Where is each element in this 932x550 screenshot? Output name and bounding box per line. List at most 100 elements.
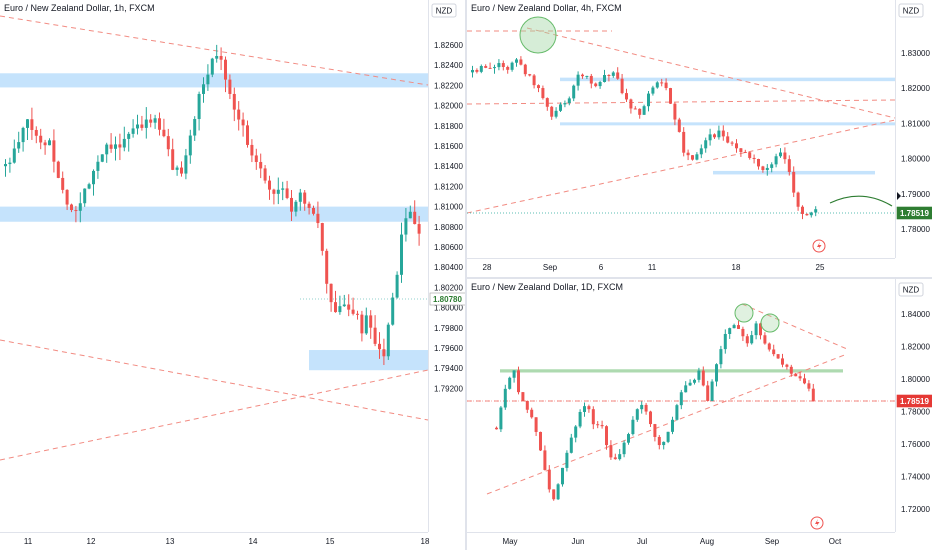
candle[interactable]	[565, 450, 569, 472]
candle[interactable]	[21, 126, 25, 152]
candle[interactable]	[92, 169, 95, 196]
candle[interactable]	[495, 426, 498, 430]
candle[interactable]	[197, 91, 201, 131]
chart-pane-1h[interactable]: NZD 1.82600 1.82400 1.82200 1.82000 1.81800 1.…	[0, 0, 465, 550]
candle[interactable]	[539, 431, 542, 452]
candle[interactable]	[706, 380, 710, 402]
candle[interactable]	[664, 78, 668, 91]
candle[interactable]	[618, 449, 622, 461]
candle[interactable]	[219, 47, 223, 71]
candle[interactable]	[338, 295, 342, 315]
candle[interactable]	[693, 378, 696, 385]
candle[interactable]	[660, 78, 664, 87]
candle[interactable]	[493, 64, 496, 74]
candle[interactable]	[400, 222, 403, 283]
candle[interactable]	[475, 68, 479, 74]
candle[interactable]	[741, 326, 745, 342]
candle[interactable]	[807, 380, 811, 392]
candle[interactable]	[543, 445, 547, 471]
candle[interactable]	[781, 353, 784, 368]
candle[interactable]	[136, 114, 139, 135]
candle[interactable]	[598, 80, 602, 89]
candle[interactable]	[638, 108, 642, 119]
candle[interactable]	[17, 131, 21, 153]
candle[interactable]	[254, 148, 258, 170]
candle[interactable]	[635, 408, 639, 422]
candle[interactable]	[298, 188, 302, 211]
candle[interactable]	[329, 283, 333, 312]
candle[interactable]	[673, 102, 677, 126]
candle[interactable]	[395, 271, 399, 299]
candle[interactable]	[763, 332, 767, 345]
candle[interactable]	[620, 73, 624, 95]
candle[interactable]	[684, 381, 688, 393]
candle[interactable]	[87, 182, 91, 190]
candle[interactable]	[83, 188, 87, 207]
candle[interactable]	[591, 406, 595, 430]
candle[interactable]	[686, 149, 690, 161]
candle[interactable]	[622, 440, 626, 458]
candle[interactable]	[184, 148, 188, 180]
candle[interactable]	[605, 425, 608, 450]
trendline[interactable]	[0, 369, 429, 461]
candle[interactable]	[728, 327, 732, 339]
chart-pane-1d[interactable]: NZD 1.84000 1.82000 1.80000 1.78000 1.76000 1.…	[467, 279, 932, 550]
candle[interactable]	[600, 420, 604, 429]
candle[interactable]	[100, 154, 104, 163]
candle[interactable]	[759, 322, 762, 340]
candle[interactable]	[814, 206, 818, 217]
candle[interactable]	[603, 69, 606, 83]
candle[interactable]	[228, 74, 232, 100]
candle[interactable]	[547, 465, 551, 493]
trendline[interactable]	[526, 27, 896, 119]
zone-rectangle[interactable]	[309, 350, 428, 371]
candle[interactable]	[171, 138, 175, 171]
candle[interactable]	[581, 73, 584, 79]
candle[interactable]	[765, 164, 769, 176]
candle[interactable]	[699, 144, 703, 159]
candle[interactable]	[259, 153, 263, 179]
candle[interactable]	[596, 421, 600, 429]
zone-rectangle[interactable]	[500, 369, 843, 373]
candle[interactable]	[796, 191, 800, 211]
candle[interactable]	[779, 148, 782, 158]
candle[interactable]	[517, 366, 520, 395]
candle[interactable]	[534, 417, 538, 436]
candle[interactable]	[382, 338, 386, 366]
candle[interactable]	[613, 453, 617, 460]
candle[interactable]	[589, 73, 593, 89]
candle[interactable]	[479, 64, 483, 74]
candle[interactable]	[732, 323, 736, 329]
chart-pane-4h[interactable]: NZD 1.83000 1.82000 1.81000 1.80000 1.79000 1.…	[467, 0, 932, 277]
candle[interactable]	[519, 56, 523, 66]
candle[interactable]	[704, 137, 708, 153]
candle[interactable]	[669, 87, 672, 105]
candle[interactable]	[785, 363, 789, 370]
candle[interactable]	[561, 467, 564, 487]
candle[interactable]	[193, 116, 197, 141]
highlight-circle[interactable]	[734, 303, 754, 323]
trendline[interactable]	[741, 303, 848, 350]
candle[interactable]	[391, 292, 395, 326]
candle[interactable]	[723, 329, 727, 354]
candle[interactable]	[743, 149, 747, 153]
candle[interactable]	[708, 128, 712, 146]
candle[interactable]	[563, 100, 567, 108]
candle[interactable]	[651, 85, 655, 96]
trendline[interactable]	[486, 353, 848, 495]
candle[interactable]	[772, 344, 776, 357]
trendline[interactable]	[0, 15, 429, 86]
candle[interactable]	[118, 133, 122, 161]
candle[interactable]	[241, 112, 245, 137]
currency-button[interactable]: NZD	[898, 3, 924, 18]
candle[interactable]	[653, 423, 657, 442]
candle[interactable]	[285, 180, 289, 200]
candle[interactable]	[805, 213, 809, 216]
candle[interactable]	[501, 60, 505, 71]
candle[interactable]	[792, 166, 796, 198]
zone-rectangle[interactable]	[560, 77, 895, 82]
last-price-label[interactable]: 1.80780	[429, 292, 465, 306]
candle[interactable]	[8, 157, 12, 173]
price-axis[interactable]	[428, 0, 465, 550]
candle[interactable]	[484, 64, 488, 69]
